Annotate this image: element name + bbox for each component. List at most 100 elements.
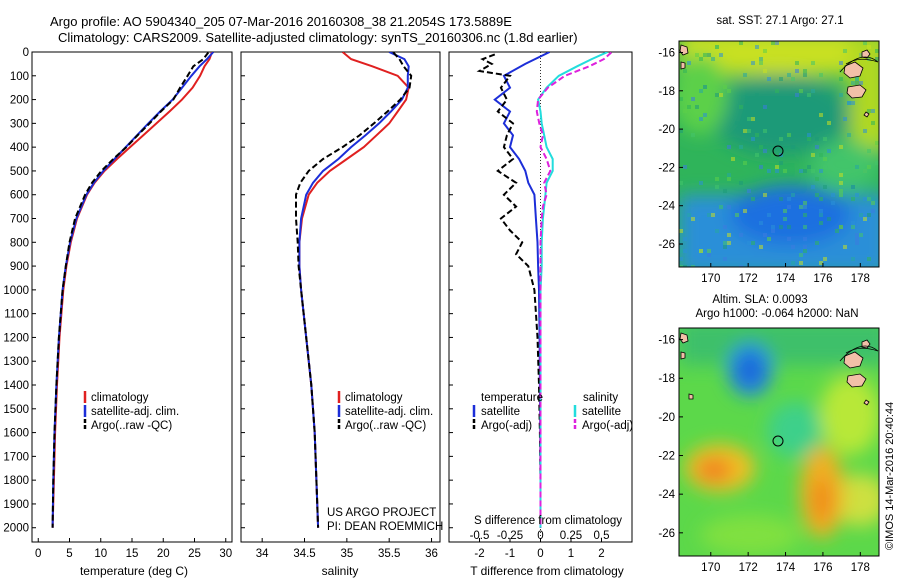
legend-label-s-satellite: satellite: [582, 406, 621, 418]
legend-label-satellite: satellite-adj. clim.: [345, 406, 433, 418]
sst-pixel: [827, 217, 831, 221]
t-difference-xlabel: T difference from climatology: [470, 564, 624, 578]
salinity-tick-label: 35.5: [378, 548, 400, 560]
salinity-tick-label: 34: [256, 548, 269, 560]
map-lat-tick-label: -22: [658, 451, 675, 463]
sst-pixel: [867, 149, 871, 153]
s-difference-tick-label: 0.5: [594, 530, 610, 542]
sst-pixel: [819, 169, 823, 173]
sst-pixel: [743, 209, 747, 213]
sst-pixel: [775, 165, 779, 169]
sst-pixel: [723, 189, 727, 193]
temperature-line-argo-raw-qc-: [51, 52, 210, 528]
sst-pixel: [703, 85, 707, 89]
sst-pixel: [751, 109, 755, 113]
salinity-line-satellite-adj-clim-: [298, 52, 410, 528]
sst-pixel: [727, 205, 731, 209]
s-difference-xlabel: S difference from climatology: [474, 515, 622, 527]
sst-pixel: [839, 61, 843, 65]
sst-pixel: [803, 249, 807, 253]
sst-pixel: [831, 193, 835, 197]
sst-pixel: [699, 181, 703, 185]
t-difference-tick-label: -2: [474, 548, 484, 560]
depth-tick-label: 600: [10, 190, 29, 202]
sst-pixel: [847, 101, 851, 105]
temperature-legend: climatology satellite-adj. clim. Argo(..…: [83, 391, 179, 432]
sst-pixel: [699, 89, 703, 93]
sst-pixel: [695, 105, 699, 109]
sst-pixel: [779, 225, 783, 229]
sst-pixel: [867, 165, 871, 169]
map-lon-tick-label: 172: [739, 562, 758, 574]
temperature-tick-label: 25: [188, 548, 201, 560]
sst-pixel: [791, 77, 795, 81]
sst-pixel: [691, 97, 695, 101]
legend-header-salinity: salinity: [583, 392, 618, 404]
sst-pixel: [855, 233, 859, 237]
sst-pixel: [699, 57, 703, 61]
sst-map-title: sat. SST: 27.1 Argo: 27.1: [716, 15, 843, 27]
sst-pixel: [855, 77, 859, 81]
sst-pixel: [695, 53, 699, 57]
map-lon-tick-label: 170: [701, 273, 720, 285]
sst-pixel: [751, 197, 755, 201]
sst-argo-position-marker: [772, 145, 784, 157]
temperature-line-climatology: [51, 52, 213, 528]
sst-pixel: [863, 169, 867, 173]
depth-tick-label: 100: [10, 71, 29, 83]
s-difference-tick-label: -0.5: [470, 530, 490, 542]
sst-pixel: [727, 241, 731, 245]
sst-pixel: [795, 93, 799, 97]
salinity-panel: 34 34.5 35 35.5 36 salinity climatology sate…: [240, 51, 443, 578]
sst-pixel: [743, 161, 747, 165]
sst-pixel: [743, 73, 747, 77]
depth-tick-label: 200: [10, 95, 29, 107]
sst-pixel: [839, 181, 843, 185]
sst-pixel: [759, 57, 763, 61]
sst-pixel: [859, 213, 863, 217]
sla-map-frame: [678, 327, 880, 557]
sst-pixel: [819, 113, 823, 117]
sst-pixel: [803, 69, 807, 73]
sst-pixel: [747, 241, 751, 245]
sst-pixel: [727, 177, 731, 181]
salinity-axes-frame: [240, 51, 441, 543]
sst-pixel: [751, 117, 755, 121]
legend-label-satellite: satellite-adj. clim.: [91, 406, 179, 418]
sst-pixel: [751, 241, 755, 245]
sst-pixel: [811, 185, 815, 189]
sst-pixel: [811, 169, 815, 173]
salinity-legend: climatology satellite-adj. clim. Argo(..…: [337, 391, 433, 432]
sst-pixel: [871, 121, 875, 125]
sst-pixel: [691, 265, 695, 267]
depth-tick-label: 300: [10, 118, 29, 130]
legend-label-t-satellite: satellite: [481, 406, 520, 418]
sst-pixel: [803, 245, 807, 249]
sst-pixel: [735, 121, 739, 125]
sst-pixel: [819, 213, 823, 217]
sst-pixel: [863, 129, 867, 133]
sst-pixel: [843, 245, 847, 249]
sst-pixel: [751, 61, 755, 65]
sst-pixel: [739, 181, 743, 185]
salinity-xlabel: salinity: [322, 564, 359, 578]
temperature-xlabel: temperature (deg C): [80, 564, 188, 578]
sst-pixel: [687, 213, 691, 217]
map-lat-tick-label: -24: [658, 201, 675, 213]
sst-pixel: [807, 137, 811, 141]
sst-pixel: [711, 57, 715, 61]
sst-pixel: [699, 117, 703, 121]
sst-pixel: [839, 77, 843, 81]
temperature-tick-label: 20: [157, 548, 170, 560]
sst-pixel: [851, 225, 855, 229]
sst-pixel: [819, 153, 823, 157]
sla-islands: [679, 332, 871, 406]
sst-pixel: [839, 173, 843, 177]
sst-pixel: [755, 133, 759, 137]
sst-pixel: [771, 225, 775, 229]
sst-pixel: [715, 93, 719, 97]
sst-pixel: [875, 161, 879, 165]
legend-label-argo: Argo(..raw -QC): [345, 420, 426, 432]
sst-pixel: [779, 77, 783, 81]
sst-pixel: [759, 245, 763, 249]
